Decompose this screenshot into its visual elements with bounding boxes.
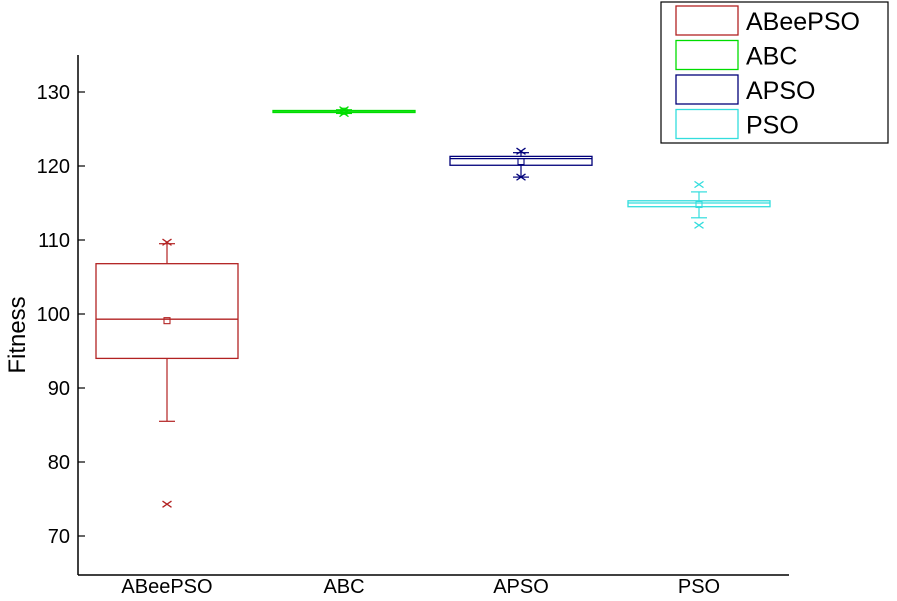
x-tick-label: ABC [323,576,364,598]
legend-swatch [675,39,739,71]
legend: ABeePSO ABC APSO PSO [660,1,889,144]
interquartile-box [95,263,239,360]
x-tick-label: ABeePSO [121,576,212,598]
y-tick-label: 120 [37,156,70,178]
outlier-marker [694,221,704,229]
y-tick-label: 80 [48,452,70,474]
legend-frame [660,1,889,144]
plot-area [95,106,771,508]
mean-marker [163,317,171,325]
y-tick-label: 90 [48,378,70,400]
box-abeepso [95,243,239,422]
outlier-stroke [516,173,526,181]
axes: 70 80 90 100 110 120 130 ABeePSO ABC APSO PSO [37,55,789,598]
legend-label: PSO [746,112,799,140]
y-tick-label: 70 [48,526,70,548]
y-axis-title: Fitness [4,296,31,373]
outlier-marker [694,180,704,189]
mean-marker [517,158,525,166]
y-tick-label: 130 [37,82,70,104]
outlier-stroke [516,147,526,155]
interquartile-box [627,200,771,208]
outlier-stroke [694,221,704,229]
outlier-stroke [162,500,172,508]
outlier-marker [162,500,172,508]
outlier-marker [339,106,349,114]
interquartile-box [449,155,593,166]
legend-swatch [675,74,739,105]
mean-marker [695,200,703,209]
box-apso [449,152,593,178]
legend-swatch [675,108,739,140]
x-tick-label: APSO [493,576,549,598]
outlier-marker [516,173,526,181]
y-tick-label: 100 [37,304,70,326]
legend-label: ABeePSO [746,8,860,36]
y-tick-label: 110 [38,230,70,252]
x-tick-label: PSO [678,576,720,598]
outlier-marker [516,147,526,155]
outlier-stroke [694,180,704,189]
box-pso [627,191,771,219]
outlier-stroke [339,106,349,114]
outlier-marker [162,238,172,246]
legend-swatch [675,5,739,36]
outlier-stroke [162,238,172,246]
legend-label: ABC [746,43,797,71]
legend-label: APSO [746,77,815,105]
